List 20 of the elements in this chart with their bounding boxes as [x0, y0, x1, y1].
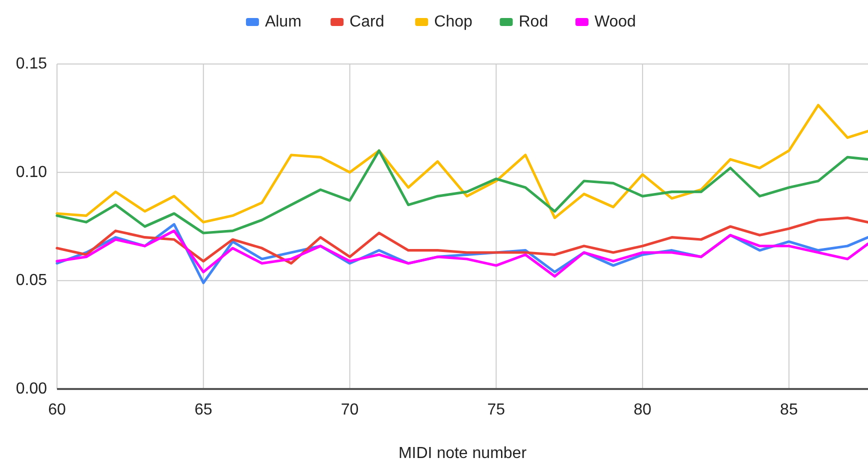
x-axis-title: MIDI note number [398, 445, 528, 462]
line-series [56, 104, 868, 224]
y-tick-label: 0.10 [16, 164, 48, 181]
y-tick-label: 0.15 [16, 56, 48, 72]
legend-label: Alum [264, 14, 302, 30]
legend-label: Wood [594, 14, 636, 30]
legend-label: Chop [434, 14, 472, 30]
x-tick-label: 70 [340, 402, 359, 418]
x-tick-label: 65 [194, 402, 212, 418]
x-tick-label: 80 [634, 402, 652, 418]
x-tick-label: 85 [780, 402, 798, 418]
legend-label: Card [350, 14, 384, 30]
legend-label: Rod [518, 14, 548, 30]
y-tick-label: 0.00 [16, 380, 48, 398]
line-series [56, 149, 868, 234]
line-series [56, 230, 868, 278]
line-series [56, 216, 868, 265]
y-tick-label: 0.05 [16, 272, 48, 290]
x-tick-label: 75 [487, 402, 506, 418]
x-tick-label: 60 [48, 402, 66, 418]
